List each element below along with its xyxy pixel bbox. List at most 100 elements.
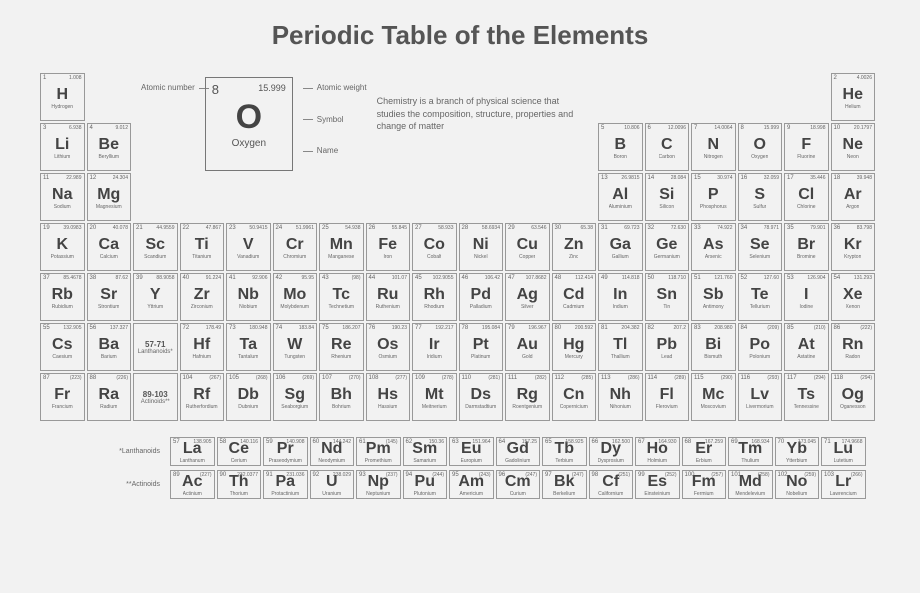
element-cell-Re: 75186.207ReRhenium — [319, 323, 364, 371]
element-cell-Lv: 116(293)LvLivermorium — [738, 373, 783, 421]
atomic-number: 70 — [778, 439, 785, 445]
legend-symbol: O — [236, 100, 262, 134]
element-name: Hafnium — [192, 354, 211, 360]
atomic-weight: 54.938 — [345, 225, 360, 231]
atomic-number: 88 — [90, 375, 97, 381]
atomic-number: 61 — [359, 439, 366, 445]
element-symbol: Nb — [238, 287, 259, 303]
element-symbol: Bh — [331, 387, 352, 403]
atomic-number: 26 — [369, 225, 376, 231]
element-symbol: Lr — [835, 474, 851, 490]
atomic-weight: (247) — [525, 472, 537, 478]
atomic-weight: (247) — [572, 472, 584, 478]
element-cell-Te: 52127.60TeTellurium — [738, 273, 783, 321]
atomic-number: 30 — [555, 225, 562, 231]
atomic-weight: (244) — [432, 472, 444, 478]
element-cell-Am: 95(243)AmAmericium — [449, 470, 494, 499]
element-cell-Ce: 58140.116CeCerium — [217, 437, 262, 466]
atomic-weight: (258) — [758, 472, 770, 478]
element-cell-Ra: 88(226)RaRadium — [87, 373, 132, 421]
element-cell-Tc: 43(98)TcTechnetium — [319, 273, 364, 321]
atomic-weight: 150.36 — [429, 439, 444, 445]
element-symbol: Nh — [610, 387, 631, 403]
atomic-weight: 39.948 — [857, 175, 872, 181]
atomic-number: 29 — [508, 225, 515, 231]
element-symbol: Mc — [702, 387, 724, 403]
element-cell-Po: 84(209)PoPolonium — [738, 323, 783, 371]
element-name: Fermium — [694, 491, 714, 497]
element-cell-Th: 90232.0377ThThorium — [217, 470, 262, 499]
atomic-weight: 95.95 — [301, 275, 314, 281]
atomic-weight: 231.036 — [286, 472, 304, 478]
atomic-weight: 132.905 — [63, 325, 81, 331]
atomic-weight: 78.971 — [764, 225, 779, 231]
atomic-weight: 65.38 — [580, 225, 593, 231]
element-symbol: Pt — [473, 337, 489, 353]
atomic-number: 101 — [731, 472, 741, 478]
element-name: Scandium — [144, 254, 166, 260]
atomic-weight: (210) — [814, 325, 826, 331]
atomic-number: 36 — [834, 225, 841, 231]
element-cell-Hg: 80200.592HgMercury — [552, 323, 597, 371]
element-name: Manganese — [328, 254, 354, 260]
atomic-number: 40 — [183, 275, 190, 281]
element-symbol: Xe — [843, 287, 863, 303]
atomic-weight: 58.933 — [438, 225, 453, 231]
atomic-number: 79 — [508, 325, 515, 331]
element-symbol: V — [243, 237, 254, 253]
atomic-weight: 173.045 — [798, 439, 816, 445]
element-cell-O: 815.999OOxygen — [738, 123, 783, 171]
atomic-number: 48 — [555, 275, 562, 281]
legend-num: 8 — [212, 82, 219, 97]
element-name: Oganesson — [840, 404, 866, 410]
element-cell-Mo: 4295.95MoMolybdenum — [273, 273, 318, 321]
atomic-number: 37 — [43, 275, 50, 281]
element-name: Iodine — [799, 304, 813, 310]
element-cell-Ts: 117(294)TsTennessine — [784, 373, 829, 421]
atomic-number: 91 — [266, 472, 273, 478]
atomic-weight: 178.49 — [206, 325, 221, 331]
atomic-weight: (257) — [711, 472, 723, 478]
element-cell-Cn: 112(285)CnCopernicium — [552, 373, 597, 421]
element-cell-Cs: 55132.905CsCaesium — [40, 323, 85, 371]
element-cell-Tl: 81204.382TlThallium — [598, 323, 643, 371]
atomic-number: 103 — [824, 472, 834, 478]
element-name: Polonium — [749, 354, 770, 360]
element-name: Beryllium — [98, 154, 119, 160]
atomic-number: 57 — [173, 439, 180, 445]
element-name: Tennessine — [794, 404, 819, 410]
atomic-number: 8 — [741, 125, 744, 131]
element-symbol: Ds — [471, 387, 491, 403]
element-name: Platinum — [471, 354, 490, 360]
element-name: Silver — [521, 304, 534, 310]
element-cell-Ga: 3169.723GaGallium — [598, 223, 643, 271]
element-symbol: Pb — [657, 337, 677, 353]
element-cell-Si: 1428.084SiSilicon — [645, 173, 690, 221]
atomic-weight: (227) — [200, 472, 212, 478]
atomic-weight: (294) — [814, 375, 826, 381]
atomic-weight: 190.23 — [392, 325, 407, 331]
atomic-number: 41 — [229, 275, 236, 281]
element-cell-Ta: 73180.948TaTantalum — [226, 323, 271, 371]
atomic-number: 23 — [229, 225, 236, 231]
element-symbol: N — [707, 137, 719, 153]
element-cell-Zn: 3065.38ZnZinc — [552, 223, 597, 271]
element-name: Dubnium — [238, 404, 258, 410]
element-name: Copper — [519, 254, 535, 260]
atomic-weight: 32.059 — [764, 175, 779, 181]
element-symbol: P — [708, 187, 719, 203]
atomic-number: 50 — [648, 275, 655, 281]
atomic-number: 59 — [266, 439, 273, 445]
atomic-weight: 87.62 — [115, 275, 128, 281]
symbol-label: Symbol — [303, 115, 367, 124]
atomic-weight: 180.948 — [249, 325, 267, 331]
element-name: Promethium — [365, 458, 392, 464]
element-cell-F: 918.998FFluorine — [784, 123, 829, 171]
atomic-weight: (237) — [386, 472, 398, 478]
element-symbol: Cd — [563, 287, 584, 303]
atomic-number: 111 — [508, 375, 517, 381]
atomic-number: 110 — [462, 375, 472, 381]
element-symbol: Ba — [99, 337, 119, 353]
element-cell-Cu: 2963.546CuCopper — [505, 223, 550, 271]
atomic-weight: 91.224 — [206, 275, 221, 281]
